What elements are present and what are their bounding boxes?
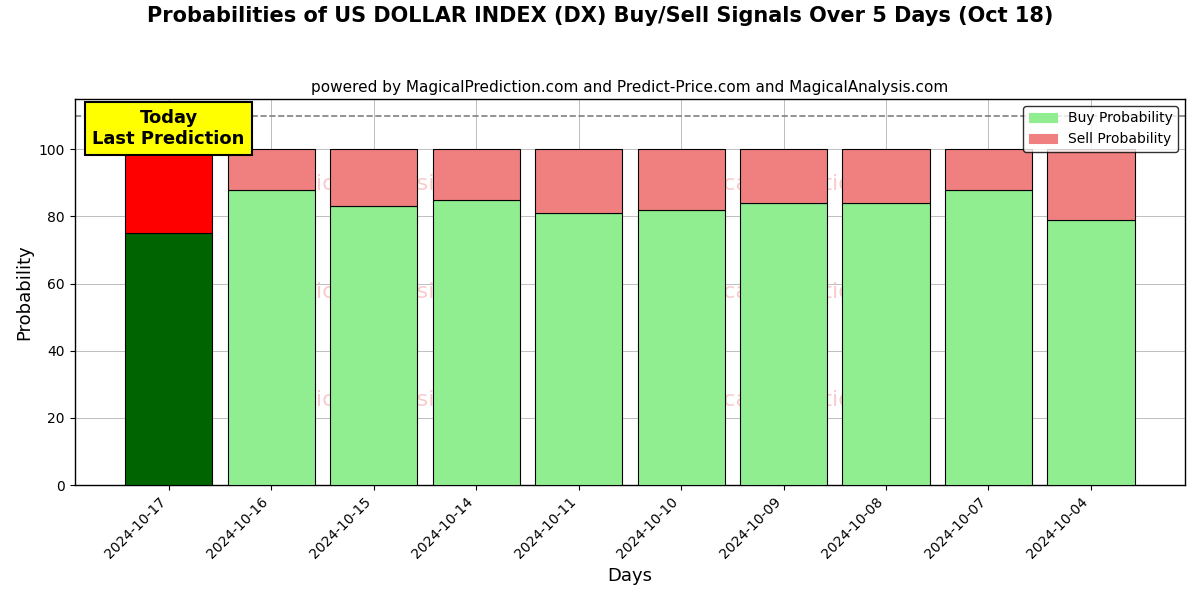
Bar <box>228 149 314 190</box>
Text: MagicalAnalysis.com: MagicalAnalysis.com <box>270 282 502 302</box>
Bar <box>125 233 212 485</box>
Title: powered by MagicalPrediction.com and Predict-Price.com and MagicalAnalysis.com: powered by MagicalPrediction.com and Pre… <box>311 80 948 95</box>
Legend: Buy Probability, Sell Probability: Buy Probability, Sell Probability <box>1024 106 1178 152</box>
Bar <box>1048 220 1134 485</box>
Bar <box>330 206 418 485</box>
Bar <box>535 149 622 213</box>
Bar <box>740 149 827 203</box>
Text: Today
Last Prediction: Today Last Prediction <box>92 109 245 148</box>
Text: MagicalAnalysis.com: MagicalAnalysis.com <box>270 174 502 194</box>
Text: MagicalAnalysis.com: MagicalAnalysis.com <box>270 390 502 410</box>
Bar <box>637 210 725 485</box>
Bar <box>228 190 314 485</box>
Bar <box>1048 149 1134 220</box>
Text: MagicalPrediction.com: MagicalPrediction.com <box>671 174 922 194</box>
Bar <box>842 149 930 203</box>
Bar <box>637 149 725 210</box>
Bar <box>535 213 622 485</box>
Bar <box>944 190 1032 485</box>
Bar <box>842 203 930 485</box>
Bar <box>330 149 418 206</box>
Text: MagicalPrediction.com: MagicalPrediction.com <box>671 282 922 302</box>
Text: Probabilities of US DOLLAR INDEX (DX) Buy/Sell Signals Over 5 Days (Oct 18): Probabilities of US DOLLAR INDEX (DX) Bu… <box>146 6 1054 26</box>
Text: MagicalPrediction.com: MagicalPrediction.com <box>671 390 922 410</box>
Bar <box>125 149 212 233</box>
Bar <box>432 200 520 485</box>
X-axis label: Days: Days <box>607 567 653 585</box>
Y-axis label: Probability: Probability <box>16 244 34 340</box>
Bar <box>432 149 520 200</box>
Bar <box>944 149 1032 190</box>
Bar <box>740 203 827 485</box>
